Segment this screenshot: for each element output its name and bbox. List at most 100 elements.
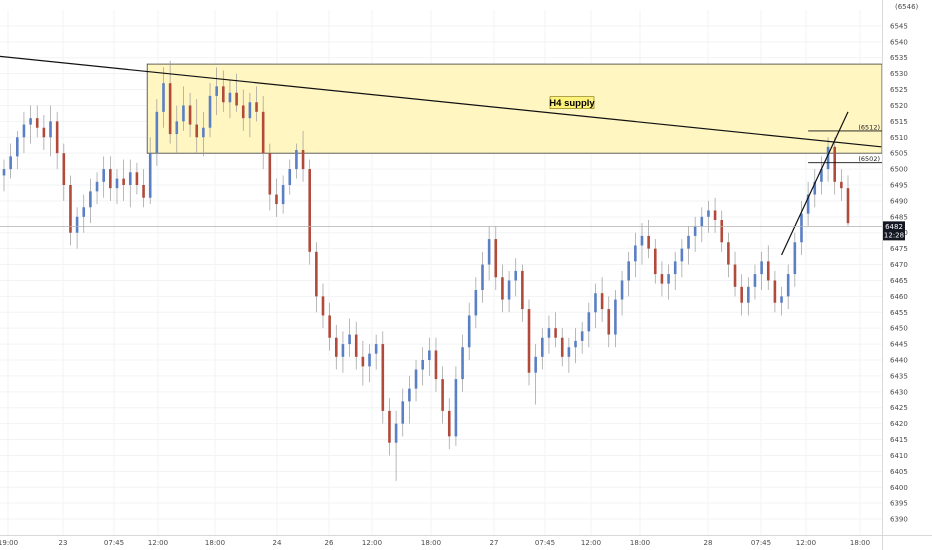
candle-body [414, 369, 418, 389]
candle-body [155, 111, 159, 154]
candle-body [29, 118, 32, 125]
candle-body [275, 194, 278, 205]
y-tick-label: 6400 [890, 484, 908, 492]
y-top-label: (6546) [895, 3, 919, 11]
candle-body [35, 118, 39, 128]
y-tick-label: 6465 [890, 277, 908, 285]
candle-body [707, 210, 710, 217]
y-tick-label: 6410 [890, 452, 908, 460]
candle-body [813, 181, 817, 195]
candle-body [354, 334, 358, 357]
x-tick-label: 26 [325, 539, 334, 547]
candle-body [228, 92, 232, 103]
candle-body [514, 270, 518, 281]
x-tick-label: 18:00 [630, 539, 650, 547]
y-tick-label: 6390 [890, 516, 908, 524]
candle-body [361, 356, 365, 367]
y-tick-label: 6435 [890, 372, 908, 380]
y-tick-label: 6445 [890, 341, 908, 349]
candle-body [447, 410, 451, 437]
x-tick-label: 12:00 [362, 539, 382, 547]
y-tick-label: 6455 [890, 309, 908, 317]
y-tick-label: 6540 [890, 38, 908, 46]
y-tick-label: 6545 [890, 22, 908, 30]
candle-body [840, 181, 843, 189]
y-tick-label: 6500 [890, 166, 908, 174]
candle-body [394, 423, 398, 443]
candle-body [89, 191, 92, 208]
x-tick-label: 12:00 [148, 539, 168, 547]
candle-body [760, 261, 763, 275]
y-tick-label: 6495 [890, 182, 908, 190]
candle-body [75, 216, 79, 233]
y-tick-label: 6405 [890, 468, 908, 476]
candle-body [109, 169, 112, 189]
candle-body [341, 344, 345, 357]
candle-body [833, 146, 837, 182]
x-tick-label: 19:00 [0, 539, 18, 547]
level-label: (6512) [858, 123, 880, 131]
trendline-descending [0, 55, 882, 148]
candle-body [122, 178, 125, 185]
candle-body [753, 274, 757, 287]
candle-body [660, 274, 664, 284]
candle-body [786, 274, 790, 297]
candle-body [301, 150, 305, 170]
current-price-tag [883, 221, 905, 241]
x-tick-label: 18:00 [205, 539, 225, 547]
time-axis[interactable]: 19:00 23 07:45 12:00 18:00 24 26 12:00 18:00 27 07… [0, 535, 932, 548]
candle-body [614, 299, 617, 335]
candle-body [208, 95, 212, 128]
candle-body [521, 270, 524, 310]
candle-body [69, 185, 72, 233]
x-tick-label: 24 [273, 539, 282, 547]
trendlines [0, 55, 882, 256]
candle-body [281, 185, 285, 205]
candle-body [42, 127, 46, 138]
candle-body [288, 169, 292, 185]
candle-body [494, 239, 498, 278]
candle-body [620, 280, 624, 300]
candle-body [773, 280, 777, 303]
y-tick-label: 6420 [890, 420, 908, 428]
y-tick-label: 6470 [890, 261, 908, 269]
candle-body [148, 153, 152, 198]
candle-body [607, 309, 611, 335]
candle-body [733, 264, 737, 287]
candle-body [627, 261, 630, 281]
candle-body [846, 188, 850, 224]
candle-body [527, 309, 531, 373]
candle-body [640, 235, 644, 246]
price-levels: (6512) (6502) [808, 123, 882, 163]
candle-body [547, 328, 551, 338]
y-tick-label: 6525 [890, 86, 908, 94]
x-tick-label: 07:45 [751, 539, 771, 547]
candle-body [328, 315, 331, 338]
candle-body [740, 286, 743, 303]
candle-body [560, 337, 564, 357]
candle-body [135, 172, 139, 185]
candle-body [540, 337, 544, 357]
candle-body [534, 356, 537, 373]
candle-body [673, 261, 677, 275]
candle-body [826, 146, 830, 170]
candle-body [747, 286, 750, 303]
candle-body [428, 350, 431, 360]
candle-body [95, 181, 99, 192]
candle-body [401, 401, 405, 424]
y-tick-label: 6475 [890, 245, 908, 253]
countdown-label: 12:28 [884, 231, 904, 239]
candle-body [713, 210, 717, 220]
y-tick-label: 6535 [890, 54, 908, 62]
x-tick-label: 27 [490, 539, 499, 547]
candle-body [374, 344, 378, 354]
candle-body [202, 127, 205, 138]
supply-zone-label-box [549, 96, 595, 109]
candle-body [188, 105, 192, 125]
candle-body [235, 92, 238, 106]
candle-body [487, 239, 491, 265]
candle-body [2, 169, 6, 176]
trendline-ascending [780, 111, 849, 256]
